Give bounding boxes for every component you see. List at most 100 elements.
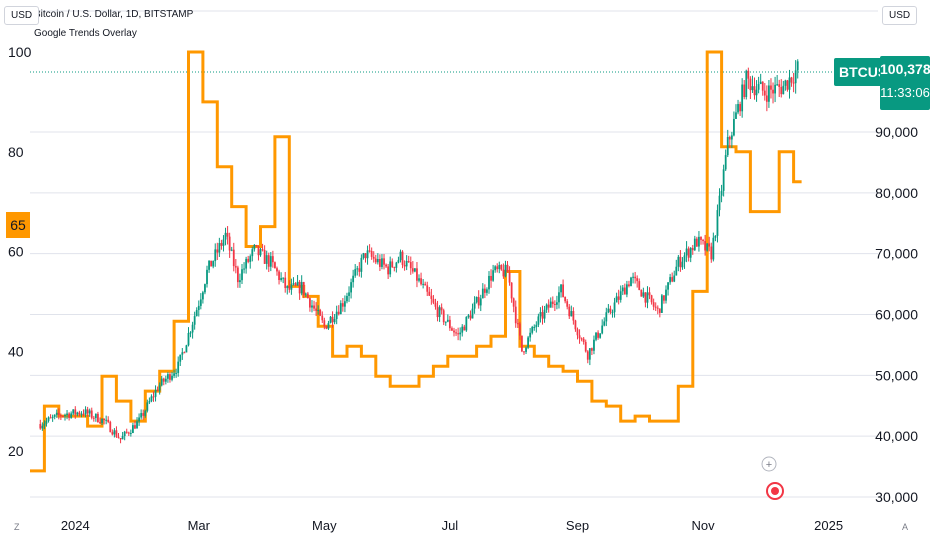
candle [683,252,686,269]
candle [134,420,136,430]
candle [175,368,178,378]
candle [660,293,663,313]
candle [735,104,737,119]
candle [197,300,200,317]
candle [642,287,645,298]
candle [745,69,748,100]
candle [790,76,793,87]
trends-axis-tick: 100 [8,44,32,60]
time-axis-tick: Sep [566,518,589,533]
candle [311,300,313,313]
last-price-box: 100,378 11:33:06 [880,56,931,110]
candle [261,243,264,252]
price-axis-tick: 60,000 [875,307,918,323]
candle [765,85,768,112]
candle [560,284,562,298]
candle [580,337,583,342]
candle [191,321,194,339]
candle [350,278,352,299]
candle [685,241,688,263]
candle [162,377,165,386]
candle [140,409,143,420]
candle [636,275,639,288]
candle [543,305,546,323]
candle [354,264,357,278]
candle [251,246,254,262]
candle [718,188,721,217]
candle [477,290,480,309]
candle [751,75,754,93]
candle [586,350,589,364]
candle [183,351,186,354]
candle [506,261,509,273]
candle [146,399,149,413]
candle [788,69,791,99]
zoom-corner-button[interactable]: Z [14,522,20,532]
candle [486,287,488,296]
candle [434,298,437,310]
candle [420,272,422,286]
candle [123,430,126,441]
candle [772,82,774,104]
candle [321,311,324,324]
candle [508,266,511,286]
candle [574,319,577,332]
candle [222,235,225,252]
candle [698,231,700,252]
last-price-value: 100,378 [880,61,931,77]
auto-scale-button[interactable]: A [902,522,909,532]
candle [411,261,414,274]
candle [741,78,744,118]
candle [53,414,56,420]
candle [409,256,412,275]
candle [333,314,336,325]
candle [481,283,484,299]
candle [461,324,464,337]
candle [282,277,285,284]
candle [418,274,420,283]
candle [127,431,130,437]
candle [582,336,585,345]
trends-last-value-tag: 65 [6,212,30,238]
candle [525,346,527,354]
right-unit-label[interactable]: USD [882,6,918,25]
candle [389,256,392,278]
candle [230,246,233,252]
time-axis-tick: May [312,518,337,533]
candle [500,264,503,271]
candle [689,247,692,263]
candle [399,249,402,263]
indicator-name[interactable]: Google Trends Overlay [34,28,137,39]
candle [677,254,680,272]
candle [759,73,762,85]
candle [691,244,694,255]
candle [379,254,381,272]
left-unit-label[interactable]: USD [4,6,40,25]
candle [327,320,330,330]
plus-icon[interactable] [761,456,777,472]
candle [648,287,651,300]
candle [284,271,287,293]
candle [245,256,248,274]
candle [226,226,229,245]
candle [483,284,486,299]
trends-axis-tick: 60 [8,244,24,260]
candle [726,129,729,158]
candle [597,330,599,340]
candle [796,59,799,79]
candle [704,234,707,256]
candle [317,305,320,315]
candle [712,232,715,262]
candle [603,317,606,327]
candle [298,279,301,300]
candle [72,409,75,416]
candle [438,305,441,322]
candle [187,327,190,347]
candle [206,265,208,288]
candle [714,235,717,242]
candle [545,303,548,313]
candle [214,243,217,267]
candle [595,332,597,342]
